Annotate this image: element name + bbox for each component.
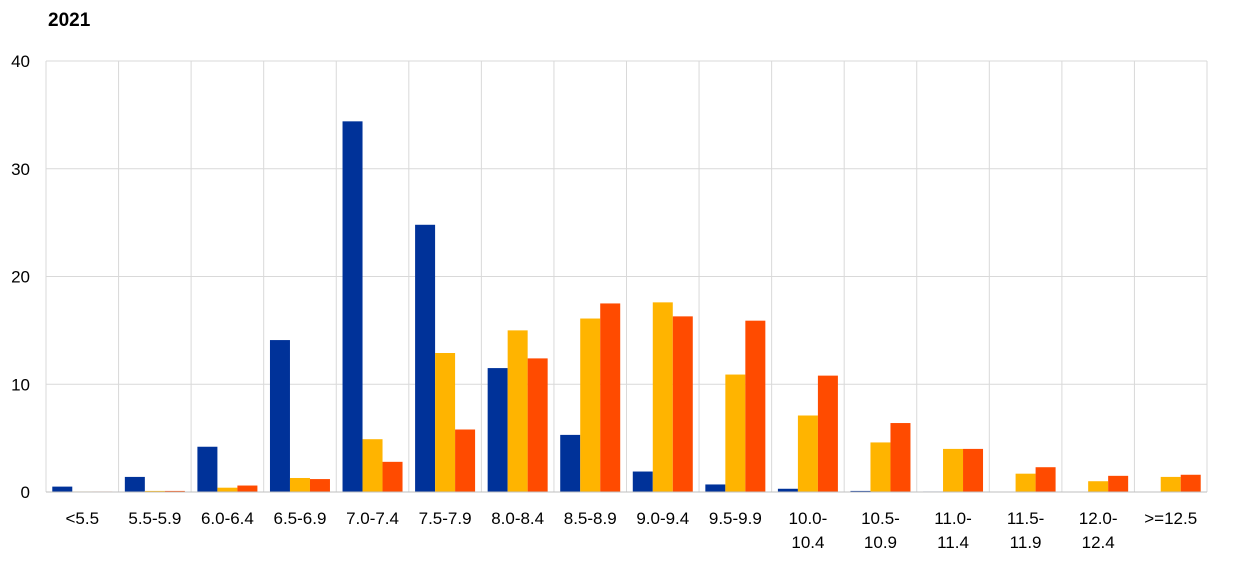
- bar: [487, 368, 508, 492]
- x-tick-label: 10.5-10.9: [861, 509, 900, 552]
- bar: [124, 476, 145, 492]
- bar: [890, 423, 911, 492]
- bar: [144, 490, 165, 492]
- bar: [652, 302, 673, 492]
- bar: [672, 316, 693, 492]
- bar: [850, 490, 871, 492]
- bar: [580, 318, 601, 492]
- x-tick-label: 8.5-8.9: [564, 509, 617, 528]
- y-axis: 0 10 20 30 40: [11, 52, 30, 502]
- bar: [777, 488, 798, 492]
- bar: [52, 486, 73, 492]
- bar: [963, 448, 984, 492]
- bar: [197, 446, 218, 492]
- x-tick-label: 11.0-11.4: [934, 509, 972, 552]
- x-tick-label: 8.0-8.4: [491, 509, 544, 528]
- bar: [1088, 481, 1109, 492]
- x-tick-label: 11.5-11.9: [1007, 509, 1045, 552]
- x-tick-label: >=12.5: [1144, 509, 1197, 528]
- bar: [382, 461, 403, 492]
- x-axis: <5.5 5.5-5.9 6.0-6.4 6.5-6.9 7.0-7.4 7.5-7.9 8…: [66, 509, 1198, 552]
- bar: [362, 439, 383, 492]
- y-tick-label: 30: [11, 160, 30, 179]
- x-tick-label: 6.5-6.9: [274, 509, 327, 528]
- bar: [415, 224, 436, 492]
- bar: [435, 353, 456, 492]
- bar: [342, 121, 363, 492]
- y-tick-label: 10: [11, 375, 30, 394]
- bar: [1160, 476, 1181, 492]
- bar: [1015, 473, 1036, 492]
- bar: [632, 471, 653, 492]
- x-tick-label: <5.5: [66, 509, 100, 528]
- y-tick-label: 0: [21, 483, 30, 502]
- bar: [164, 490, 185, 492]
- bar: [1035, 467, 1056, 492]
- gridlines: [45, 60, 1208, 493]
- bar: [1108, 475, 1129, 492]
- bar: [455, 429, 476, 492]
- y-tick-label: 40: [11, 52, 30, 71]
- x-tick-label: 6.0-6.4: [201, 509, 254, 528]
- x-tick-label: 9.0-9.4: [636, 509, 689, 528]
- bar: [507, 330, 528, 492]
- bar: [705, 484, 726, 492]
- bar: [289, 477, 310, 492]
- bar: [217, 487, 238, 492]
- bar: [817, 375, 838, 492]
- bar: [745, 320, 766, 492]
- chart-title: 2021: [48, 10, 91, 31]
- bar: [600, 303, 621, 492]
- bar: [725, 374, 746, 492]
- bar: [1180, 474, 1201, 492]
- bar: [269, 340, 290, 492]
- x-tick-label: 9.5-9.9: [709, 509, 762, 528]
- x-tick-label: 7.5-7.9: [419, 509, 472, 528]
- bar: [943, 448, 964, 492]
- bar: [560, 434, 581, 492]
- bar: [797, 415, 818, 492]
- bar: [527, 358, 548, 492]
- y-tick-label: 20: [11, 268, 30, 287]
- x-tick-label: 10.0-10.4: [789, 509, 828, 552]
- bar: [870, 442, 891, 492]
- bar: [309, 479, 330, 492]
- bars: [46, 121, 1207, 493]
- x-tick-label: 12.0-12.4: [1079, 509, 1118, 552]
- x-tick-label: 5.5-5.9: [128, 509, 181, 528]
- x-tick-label: 7.0-7.4: [346, 509, 399, 528]
- bar: [237, 485, 258, 492]
